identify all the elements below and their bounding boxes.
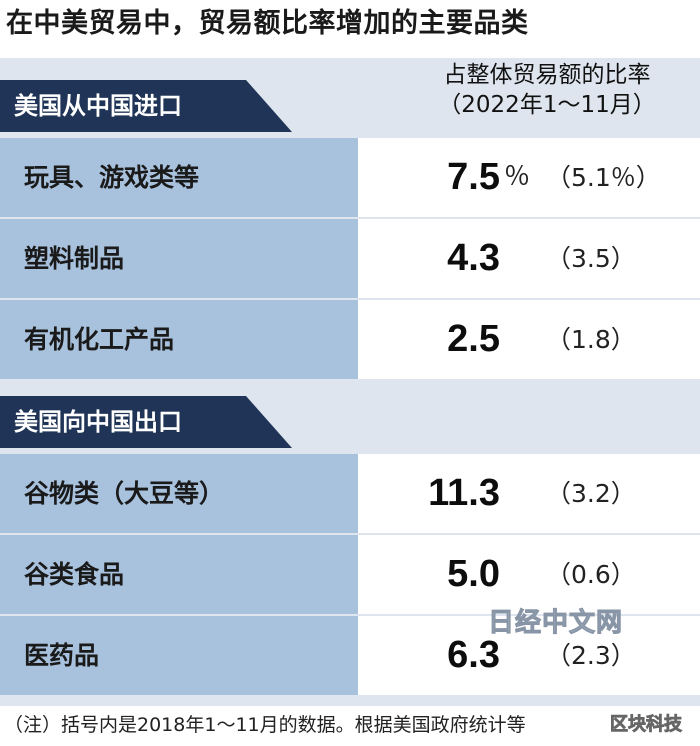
row-value: 2.5: [447, 318, 500, 360]
row-prev-value: （2.3）: [546, 641, 636, 670]
column-header-line1: 占整体贸易额的比率: [443, 62, 651, 88]
row-value: 5.0: [447, 553, 500, 595]
table-row: 塑料制品 4.3 （3.5）: [0, 219, 700, 298]
table-row: 医药品 6.3 （2.3）: [0, 616, 700, 695]
section-header-shape: [0, 396, 292, 448]
section-title: 美国向中国出口: [14, 408, 182, 436]
row-label: 玩具、游戏类等: [0, 138, 358, 217]
row-prev-value: （3.2）: [546, 479, 636, 508]
row-prev-value: （1.8）: [546, 325, 636, 354]
column-header: 占整体贸易额的比率 （2022年1～11月）: [394, 60, 700, 120]
footnote: （注）括号内是2018年1～11月的数据。根据美国政府统计等: [4, 714, 526, 736]
row-prev-value: （5.1％）: [546, 163, 661, 192]
table-row: 玩具、游戏类等 7.5 ％ （5.1％）: [0, 138, 700, 217]
block-tech-watermark: 区块科技: [610, 714, 683, 736]
section-header-exports: 美国向中国出口: [0, 396, 300, 448]
column-header-line2: （2022年1～11月）: [438, 92, 656, 118]
row-value: 7.5: [447, 156, 500, 198]
table-row: 谷物类（大豆等） 11.3 （3.2）: [0, 454, 700, 533]
section-header-imports: 美国从中国进口: [0, 80, 300, 132]
row-label: 谷类食品: [0, 535, 358, 614]
section-header-shape: [0, 80, 292, 132]
row-prev-value: （3.5）: [546, 244, 636, 273]
row-label: 医药品: [0, 616, 358, 695]
row-prev-value: （0.6）: [546, 560, 636, 589]
row-label: 谷物类（大豆等）: [0, 454, 358, 533]
row-label: 塑料制品: [0, 219, 358, 298]
row-value: 11.3: [428, 472, 500, 514]
table-row: 谷类食品 5.0 （0.6）: [0, 535, 700, 614]
row-label: 有机化工产品: [0, 300, 358, 379]
nikkei-watermark: 日经中文网: [487, 608, 624, 639]
row-value: 4.3: [447, 237, 500, 279]
row-unit: ％: [504, 162, 531, 192]
chart-title: 在中美贸易中，贸易额比率增加的主要品类: [6, 8, 529, 39]
table-row: 有机化工产品 2.5 （1.8）: [0, 300, 700, 379]
section-title: 美国从中国进口: [14, 92, 182, 120]
row-value: 6.3: [447, 634, 500, 676]
